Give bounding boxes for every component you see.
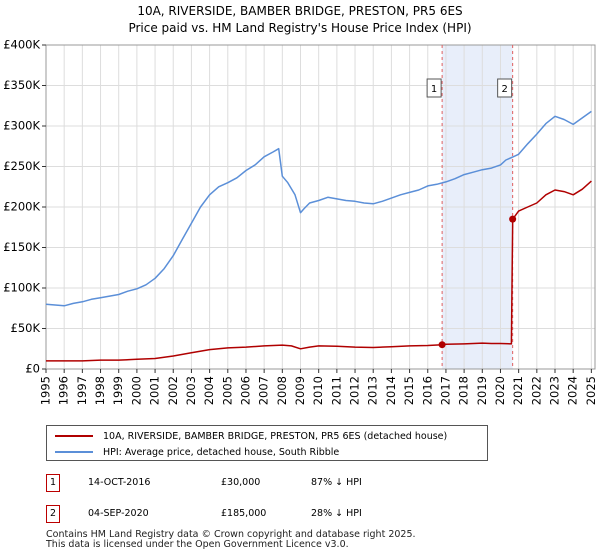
x-tick-label: 2017 [438, 376, 452, 405]
x-tick-label: 2022 [529, 376, 543, 405]
price-chart: 10A, RIVERSIDE, BAMBER BRIDGE, PRESTON, … [3, 4, 598, 406]
x-tick-label: 2011 [329, 376, 343, 405]
x-tick-label: 2013 [366, 376, 380, 405]
x-tick-label: 2002 [166, 376, 180, 405]
x-tick-label: 2015 [402, 376, 416, 405]
x-tick-label: 2003 [184, 376, 198, 405]
hpi-line [45, 110, 592, 307]
chart-subtitle: Price paid vs. HM Land Registry's House … [128, 21, 471, 35]
legend: 10A, RIVERSIDE, BAMBER BRIDGE, PRESTON, … [46, 425, 488, 461]
grid [45, 44, 596, 370]
transaction-price: £185,000 [221, 508, 267, 519]
legend-swatch-hpi [55, 451, 93, 453]
x-tick-label: 2020 [493, 376, 507, 405]
x-tick-label: 1999 [111, 376, 125, 405]
x-tick-label: 2010 [311, 376, 325, 405]
x-tick-label: 2014 [384, 376, 398, 405]
legend-swatch-property [55, 435, 93, 437]
x-tick-label: 1995 [39, 376, 53, 405]
marker-badge-label: 1 [431, 84, 437, 95]
y-tick-label: £0 [25, 362, 40, 376]
y-tick-label: £400K [3, 38, 40, 52]
y-tick-label: £150K [3, 240, 40, 254]
transaction-price: £30,000 [221, 477, 261, 488]
x-tick-label: 2018 [457, 376, 471, 405]
x-tick-label: 2016 [420, 376, 434, 405]
axis-ticks: 1995 1996 1997 1998 1999 2000 2001 2002 2003 2004… [3, 38, 598, 406]
x-tick-label: 1996 [57, 376, 71, 405]
x-tick-label: 2024 [566, 376, 580, 405]
chart-title: 10A, RIVERSIDE, BAMBER BRIDGE, PRESTON, … [137, 4, 462, 18]
series-lines [45, 110, 592, 362]
x-tick-label: 2021 [511, 376, 525, 405]
y-tick-label: £100K [3, 281, 40, 295]
x-tick-label: 2004 [202, 376, 216, 405]
transaction-date: 04-SEP-2020 [88, 508, 149, 519]
x-tick-label: 2005 [220, 376, 234, 405]
marker-badge-label: 2 [501, 84, 507, 95]
x-tick-label: 1998 [93, 376, 107, 405]
x-tick-label: 1997 [75, 376, 89, 405]
legend-label-property: 10A, RIVERSIDE, BAMBER BRIDGE, PRESTON, … [103, 430, 448, 442]
x-tick-label: 2001 [148, 376, 162, 405]
sale-marker-point [438, 341, 446, 349]
x-tick-label: 2008 [275, 376, 289, 405]
transaction-badge: 2 [46, 505, 60, 523]
x-tick-label: 2023 [548, 376, 562, 405]
sale-markers [438, 215, 517, 349]
sale-marker-point [509, 215, 517, 223]
x-tick-label: 2012 [348, 376, 362, 405]
footer-copyright: Contains HM Land Registry data © Crown c… [46, 529, 416, 540]
legend-item-hpi: HPI: Average price, detached house, Sout… [55, 444, 339, 460]
y-tick-label: £350K [3, 78, 40, 92]
property-price-line [46, 180, 592, 362]
x-tick-label: 2007 [257, 376, 271, 405]
legend-item-property: 10A, RIVERSIDE, BAMBER BRIDGE, PRESTON, … [55, 428, 447, 444]
footer-licence: This data is licensed under the Open Gov… [46, 539, 349, 550]
y-tick-label: £300K [3, 119, 40, 133]
x-tick-label: 2019 [475, 376, 489, 405]
x-tick-label: 2006 [238, 376, 252, 405]
marker-badge-box [426, 78, 442, 98]
x-tick-label: 2025 [584, 376, 598, 405]
y-tick-label: £250K [3, 159, 40, 173]
x-tick-label: 2000 [129, 376, 143, 405]
marker-badge-box [497, 78, 513, 98]
legend-label-hpi: HPI: Average price, detached house, Sout… [103, 446, 340, 458]
transaction-hpi-diff: 87% ↓ HPI [311, 477, 362, 488]
transaction-date: 14-OCT-2016 [88, 477, 151, 488]
transaction-badge: 1 [46, 474, 60, 492]
transaction-hpi-diff: 28% ↓ HPI [311, 508, 362, 519]
y-tick-label: £200K [3, 200, 40, 214]
y-tick-label: £50K [11, 321, 41, 335]
x-tick-label: 2009 [293, 376, 307, 405]
footer: Contains HM Land Registry data © Crown c… [46, 530, 416, 550]
